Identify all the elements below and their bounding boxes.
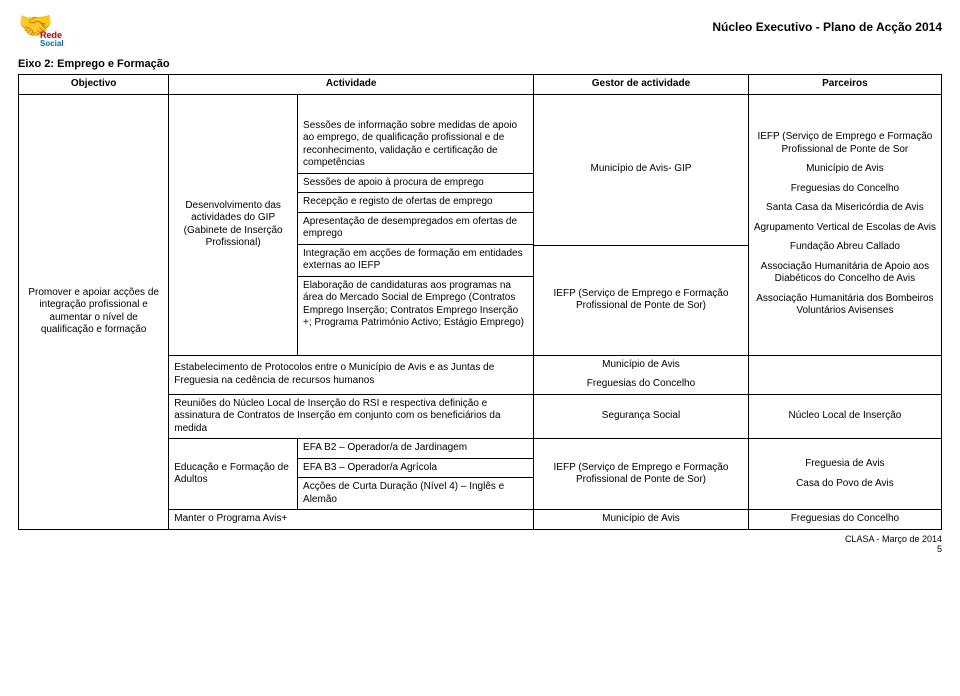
footer-page: 5	[937, 544, 942, 554]
gestor-cell: Município de Avis- GIP IEFP (Serviço de …	[534, 94, 749, 355]
partner: Associação Humanitária de Apoio aos Diab…	[754, 261, 936, 286]
partner: Agrupamento Vertical de Escolas de Avis	[754, 222, 936, 235]
objective-cell: Promover e apoiar acções de integração p…	[19, 94, 169, 529]
plan-table: Objectivo Actividade Gestor de actividad…	[18, 74, 942, 530]
col-actividade: Actividade	[169, 75, 534, 95]
col-gestor: Gestor de actividade	[534, 75, 749, 95]
document-title: Núcleo Executivo - Plano de Acção 2014	[712, 12, 942, 34]
activity-cell: Reuniões do Núcleo Local de Inserção do …	[169, 394, 534, 439]
page-header: 🤝 Rede Social Núcleo Executivo - Plano d…	[18, 12, 942, 54]
sub-activities-cell: Sessões de informação sobre medidas de a…	[298, 94, 534, 355]
partner: IEFP (Serviço de Emprego e Formação Prof…	[754, 131, 936, 156]
gestor-value: Município de Avis	[539, 359, 743, 372]
sub-activity: EFA B3 – Operador/a Agrícola	[298, 458, 534, 478]
gestor-cell: Município de Avis Freguesias do Concelho	[534, 355, 749, 394]
sub-activity: EFA B2 – Operador/a de Jardinagem	[298, 439, 534, 459]
partner: Freguesia de Avis	[754, 458, 936, 471]
parceiros-cell: Freguesias do Concelho	[748, 510, 941, 530]
table-header-row: Objectivo Actividade Gestor de actividad…	[19, 75, 942, 95]
col-parceiros: Parceiros	[748, 75, 941, 95]
partner: Casa do Povo de Avis	[754, 478, 936, 491]
activity-group-cell: Educação e Formação de Adultos	[169, 439, 298, 510]
activity-cell: Manter o Programa Avis+	[169, 510, 534, 530]
footer-date: CLASA - Março de 2014	[845, 534, 942, 544]
gestor-cell: IEFP (Serviço de Emprego e Formação Prof…	[534, 439, 749, 510]
sub-activity: Apresentação de desempregados em ofertas…	[298, 212, 533, 244]
page-footer: CLASA - Março de 2014 5	[18, 534, 942, 554]
col-objectivo: Objectivo	[19, 75, 169, 95]
axis-heading: Eixo 2: Emprego e Formação	[18, 58, 942, 70]
parceiros-cell: Núcleo Local de Inserção	[748, 394, 941, 439]
gestor-value: IEFP (Serviço de Emprego e Formação Prof…	[534, 245, 748, 355]
partner: Fundação Abreu Callado	[754, 241, 936, 254]
sub-activity: Elaboração de candidaturas aos programas…	[298, 276, 533, 333]
parceiros-cell: IEFP (Serviço de Emprego e Formação Prof…	[748, 94, 941, 355]
activity-cell: Estabelecimento de Protocolos entre o Mu…	[169, 355, 534, 394]
parceiros-cell: Freguesia de Avis Casa do Povo de Avis	[748, 439, 941, 510]
gestor-cell: Segurança Social	[534, 394, 749, 439]
partner: Município de Avis	[754, 163, 936, 176]
sub-activity: Integração em acções de formação em enti…	[298, 244, 533, 276]
activity-group-cell: Desenvolvimento das actividades do GIP (…	[169, 94, 298, 355]
sub-activity: Acções de Curta Duração (Nível 4) – Ingl…	[298, 478, 534, 510]
gestor-value: Município de Avis- GIP	[534, 95, 748, 245]
parceiros-cell	[748, 355, 941, 394]
sub-activity: Sessões de apoio à procura de emprego	[298, 173, 533, 193]
sub-activity: Recepção e registo de ofertas de emprego	[298, 192, 533, 212]
table-row: Promover e apoiar acções de integração p…	[19, 94, 942, 355]
sub-activity: Sessões de informação sobre medidas de a…	[298, 117, 533, 173]
partner: Santa Casa da Misericórdia de Avis	[754, 202, 936, 215]
partner: Associação Humanitária dos Bombeiros Vol…	[754, 293, 936, 318]
partner: Freguesias do Concelho	[754, 183, 936, 196]
logo-text-2: Social	[40, 39, 64, 48]
gestor-value: Freguesias do Concelho	[539, 378, 743, 391]
gestor-cell: Município de Avis	[534, 510, 749, 530]
logo: 🤝 Rede Social	[18, 12, 88, 54]
